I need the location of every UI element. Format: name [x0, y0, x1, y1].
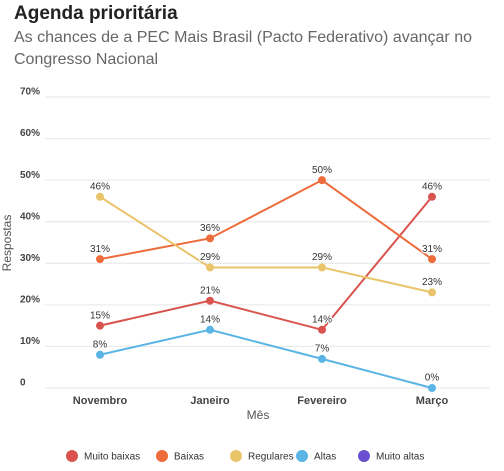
chart-title: Agenda prioritária	[14, 3, 178, 24]
series-line	[99, 195, 433, 294]
legend-swatch	[66, 450, 78, 462]
data-label: 46%	[90, 181, 110, 192]
data-label: 29%	[200, 252, 220, 263]
data-label: 0%	[425, 373, 440, 384]
x-tick-label: Novembro	[73, 395, 128, 407]
y-tick-label: 50%	[20, 170, 40, 181]
legend-label: Muito baixas	[84, 452, 140, 463]
x-tick-label: Março	[416, 395, 449, 407]
y-tick-label: 60%	[20, 128, 40, 139]
data-point	[206, 263, 214, 272]
y-tick-label: 40%	[20, 211, 40, 222]
data-point	[206, 325, 214, 334]
legend-swatch	[156, 450, 168, 462]
data-point	[96, 255, 104, 264]
data-point	[206, 234, 214, 243]
data-label: 23%	[422, 277, 442, 288]
legend-swatch	[358, 450, 370, 462]
legend-swatch	[296, 450, 308, 462]
data-label: 46%	[422, 181, 442, 192]
data-point	[96, 321, 104, 330]
legend-label: Muito altas	[376, 452, 424, 463]
data-point	[428, 192, 436, 201]
data-point	[428, 384, 436, 392]
y-tick-label: 0	[20, 378, 26, 389]
y-tick-label: 70%	[20, 87, 40, 98]
data-label: 36%	[200, 223, 220, 234]
data-point	[318, 354, 326, 363]
y-tick-label: 20%	[20, 294, 40, 305]
data-point	[318, 263, 326, 272]
data-point	[96, 350, 104, 359]
data-label: 8%	[93, 339, 108, 350]
legend-label: Altas	[314, 452, 336, 463]
legend-swatch	[230, 450, 242, 462]
legend-label: Regulares	[248, 452, 294, 463]
x-tick-label: Fevereiro	[297, 395, 347, 407]
series-line	[99, 196, 433, 331]
x-axis-title: Mês	[247, 408, 270, 422]
data-point	[96, 192, 104, 201]
data-point	[318, 176, 326, 185]
y-tick-label: 10%	[20, 336, 40, 347]
data-label: 29%	[312, 252, 332, 263]
chart-subtitle: Congresso Nacional	[14, 51, 158, 68]
data-label: 21%	[200, 285, 220, 296]
data-label: 31%	[422, 244, 442, 255]
data-point	[206, 296, 214, 305]
data-point	[318, 325, 326, 334]
y-tick-label: 30%	[20, 253, 40, 264]
data-point	[428, 255, 436, 264]
x-tick-label: Janeiro	[190, 395, 229, 407]
data-label: 50%	[312, 165, 332, 176]
data-label: 7%	[315, 344, 330, 355]
legend-label: Baixas	[174, 452, 204, 463]
data-label: 14%	[312, 314, 332, 325]
data-label: 31%	[90, 244, 110, 255]
data-label: 15%	[90, 310, 110, 321]
y-axis-title: Respostas	[0, 215, 14, 272]
chart-subtitle: As chances de a PEC Mais Brasil (Pacto F…	[14, 29, 472, 46]
data-label: 14%	[200, 314, 220, 325]
data-point	[428, 288, 436, 297]
series-line	[99, 328, 433, 389]
series-line	[99, 178, 433, 261]
